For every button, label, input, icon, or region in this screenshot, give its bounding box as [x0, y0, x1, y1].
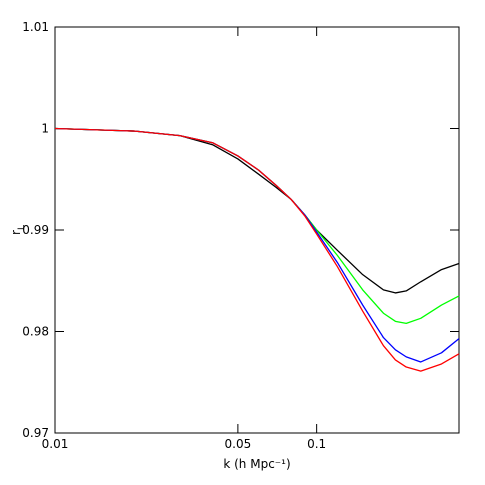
y-label-main: r [9, 230, 23, 235]
y-tick-label: 1.01 [22, 20, 49, 34]
x-tick-label: 0.1 [307, 437, 326, 451]
y-tick-label: 1 [41, 122, 49, 136]
series-line [54, 127, 460, 363]
y-tick-label: 0.99 [22, 223, 49, 237]
y-axis-label: rL [9, 225, 27, 235]
y-tick-label: 0.97 [22, 426, 49, 440]
series-line [54, 127, 460, 325]
series-line [54, 127, 460, 372]
x-tick-label: 0.05 [225, 437, 252, 451]
x-axis-label: k (h Mpc⁻¹) [223, 457, 290, 471]
series-line [54, 127, 460, 294]
plot-frame [54, 26, 460, 434]
y-label-sub: L [17, 225, 27, 230]
x-tick-label: 0.01 [42, 437, 69, 451]
y-tick-label: 0.98 [22, 325, 49, 339]
